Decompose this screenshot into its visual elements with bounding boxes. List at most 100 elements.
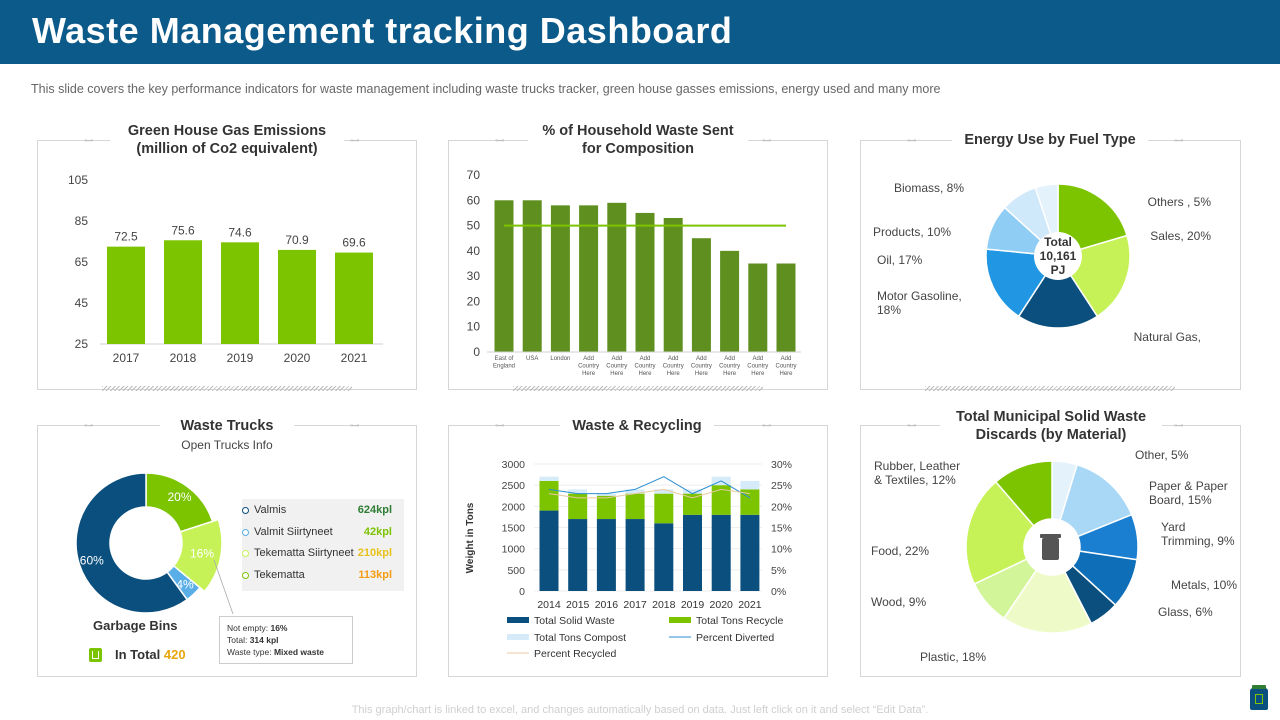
x-tick-label: 2017 [113, 351, 140, 365]
garbage-bins-label: Garbage Bins [93, 618, 178, 633]
trucks-subtitle: Open Trucks Info [181, 438, 273, 452]
y-tick-label: 50 [467, 219, 481, 233]
x-tick-label: 2015 [566, 599, 590, 611]
x-tick-label: 2020 [284, 351, 311, 365]
legend-value: 113kpl [358, 569, 392, 581]
slice-label: Oil, 17% [877, 253, 923, 267]
x-tick-label: 2019 [681, 599, 705, 611]
bar [550, 205, 570, 352]
legend-name: Tekematta Siirtyneet [254, 547, 354, 559]
slice-label: Plastic, 18% [920, 650, 986, 664]
tooltip-line3: Waste type: Mixed waste [227, 647, 325, 657]
recycling-title: Waste & Recycling [560, 417, 714, 435]
msw-title: Total Municipal Solid Waste Discards (by… [940, 408, 1162, 444]
stacked-bar [625, 519, 645, 591]
y2-tick-label: 15% [771, 523, 792, 535]
household-chart: 70 60 50 40 30 20 10 0 East of England USA London Ad… [467, 168, 801, 377]
bar [748, 263, 768, 352]
y2-tick-label: 20% [771, 501, 792, 513]
legend-dot-icon [242, 550, 249, 557]
slice-label: Metals, 10% [1171, 578, 1237, 592]
slice-label: Natural Gas, [1134, 330, 1201, 344]
slice-label: Other, 5% [1135, 448, 1189, 462]
x-tick-label: Add Country Here [747, 356, 768, 377]
x-tick-label: 2018 [170, 351, 197, 365]
panel-hatch [102, 386, 352, 391]
bar [494, 200, 514, 352]
footer-note: This graph/chart is linked to excel, and… [351, 704, 929, 716]
legend-name: Valmis [254, 504, 287, 516]
msw-title-line2: Discards (by Material) [975, 427, 1127, 443]
x-tick-label: 2019 [227, 351, 254, 365]
stacked-bar [596, 519, 616, 591]
legend-item: Tekematta 113kpl [242, 567, 404, 587]
pie-slice [1057, 183, 1128, 258]
data-label: 75.6 [171, 223, 195, 237]
x-tick-label: 2016 [595, 599, 619, 611]
stacked-bar [654, 523, 674, 591]
panel-decoration: ◦–◦ [350, 135, 359, 145]
slice-label: Rubber, Leather & Textiles, 12% [874, 459, 960, 487]
stacked-bar [539, 510, 559, 591]
slice-label: Paper & Paper Board, 15% [1149, 479, 1228, 507]
household-title-line2: for Composition [582, 141, 694, 157]
panel-decoration: ◦–◦ [495, 420, 504, 430]
panel-decoration: ◦–◦ [350, 420, 359, 430]
y-tick-label: 1500 [502, 523, 526, 535]
stacked-bar [568, 493, 588, 520]
center-label: 10,161 [1040, 249, 1077, 263]
truck-tooltip: Not empty: 16% Total: 314 kpl Waste type… [219, 616, 353, 664]
legend-label: Percent Diverted [696, 632, 774, 644]
x-tick-label: 2021 [341, 351, 368, 365]
tooltip-leader [213, 559, 234, 615]
msw-chart: Other, 5% Paper & Paper Board, 15% Yard Trim… [871, 448, 1237, 664]
stacked-bar [568, 519, 588, 591]
panel-decoration: ◦–◦ [84, 420, 93, 430]
y-tick-label: 85 [75, 214, 89, 228]
ghg-chart: 105 85 65 45 25 72.5 2017 75.6 2018 74.6 2019 70.9 2… [68, 173, 383, 365]
slice-label: 20% [167, 490, 191, 504]
legend-item: Tekematta Siirtyneet 210kpl [242, 545, 404, 565]
bar [720, 250, 740, 352]
stacked-bar [683, 489, 702, 494]
bins-total: In Total 420 [115, 647, 186, 662]
y2-tick-label: 25% [771, 480, 792, 492]
bar [691, 238, 711, 352]
panel-hatch [513, 386, 763, 391]
slice-label: Others , 5% [1148, 195, 1212, 209]
legend-swatch [669, 617, 691, 623]
header-bar: Waste Management tracking Dashboard [0, 0, 1280, 64]
y-tick-label: 0 [473, 345, 480, 359]
stacked-bar [740, 480, 760, 490]
bar [278, 249, 316, 344]
donut-slice [994, 460, 1053, 527]
x-tick-label: Add Country Here [634, 356, 655, 377]
ghg-title: Green House Gas Emissions (million of Co… [110, 122, 344, 158]
center-label: Total [1044, 235, 1072, 249]
x-tick-label: Add Country Here [606, 356, 627, 377]
bar [776, 263, 796, 352]
panel-decoration: ◦–◦ [907, 420, 916, 430]
data-label: 74.6 [228, 225, 252, 239]
data-label: 72.5 [114, 230, 138, 244]
bar [635, 212, 655, 352]
bar [335, 252, 373, 344]
y-tick-label: 10 [467, 320, 481, 334]
bar [107, 246, 145, 344]
x-tick-label: Add Country Here [663, 356, 684, 377]
stacked-bar [625, 493, 645, 520]
y-tick-label: 2000 [502, 501, 526, 513]
x-tick-label: 2014 [537, 599, 561, 611]
bins-total-value: 420 [163, 647, 186, 662]
legend-item: Valmit Siirtyneet 42kpl [242, 524, 404, 544]
household-title: % of Household Waste Sent for Compositio… [528, 122, 748, 158]
panel-decoration: ◦–◦ [1174, 135, 1183, 145]
legend-value: 42kpl [363, 526, 392, 538]
legend-label: Total Tons Recycle [696, 615, 784, 627]
slice-label: Yard Trimming, 9% [1161, 520, 1235, 548]
panel-decoration: ◦–◦ [907, 135, 916, 145]
corner-bin-icon [1250, 685, 1268, 710]
donut-slice [75, 472, 189, 614]
bins-total-label: In Total [115, 647, 164, 662]
